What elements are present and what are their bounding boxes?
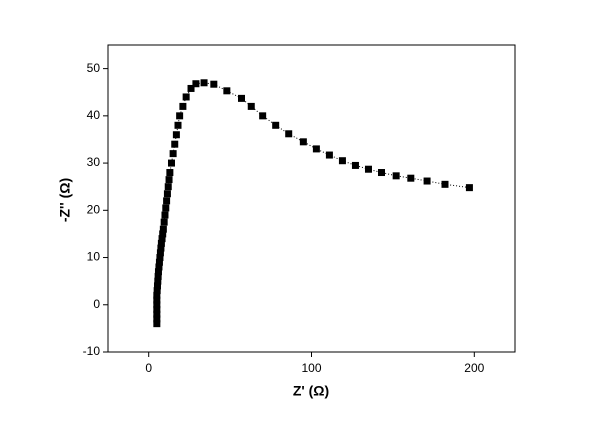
- data-point: [157, 244, 165, 252]
- data-point: [153, 301, 161, 309]
- data-point: [153, 305, 161, 313]
- x-tick-label: 200: [464, 361, 484, 375]
- data-point: [153, 287, 161, 295]
- data-point: [423, 177, 431, 185]
- data-point: [153, 282, 161, 290]
- data-point: [210, 80, 218, 88]
- data-point: [182, 93, 190, 101]
- data-point: [364, 165, 372, 173]
- data-point: [153, 320, 161, 328]
- data-point: [272, 121, 280, 129]
- data-point: [171, 140, 179, 148]
- data-point: [169, 150, 177, 158]
- y-tick-label: 50: [87, 61, 101, 75]
- data-point: [163, 197, 171, 205]
- data-point: [156, 249, 164, 257]
- data-point: [160, 218, 168, 226]
- data-point: [154, 272, 162, 280]
- data-point: [155, 263, 163, 271]
- connector-line: [156, 82, 470, 324]
- data-point: [407, 174, 415, 182]
- data-point: [441, 180, 449, 188]
- data-point: [192, 80, 200, 88]
- data-point: [161, 211, 169, 219]
- data-point: [312, 145, 320, 153]
- y-tick-label: 20: [87, 202, 101, 216]
- data-point: [392, 172, 400, 180]
- y-axis-title: -Z'' (Ω): [57, 178, 73, 222]
- data-point: [247, 102, 255, 110]
- data-point: [166, 169, 174, 177]
- data-point: [259, 112, 267, 120]
- y-tick-label: -10: [83, 344, 101, 358]
- x-tick-label: 0: [145, 361, 152, 375]
- y-tick-label: 30: [87, 155, 101, 169]
- y-tick-label: 10: [87, 250, 101, 264]
- data-point: [156, 254, 164, 262]
- data-point: [165, 176, 173, 184]
- data-point: [158, 235, 166, 243]
- data-point: [153, 315, 161, 323]
- data-point: [237, 94, 245, 102]
- data-point: [167, 159, 175, 167]
- data-point: [325, 151, 333, 159]
- data-point: [187, 84, 195, 92]
- data-point: [154, 277, 162, 285]
- x-axis-title: Z' (Ω): [293, 383, 329, 399]
- data-point: [157, 239, 165, 247]
- data-point: [174, 121, 182, 129]
- data-point: [465, 184, 473, 192]
- data-point: [285, 130, 293, 138]
- data-point: [155, 258, 163, 266]
- data-point: [179, 102, 187, 110]
- data-point: [162, 204, 170, 212]
- data-point: [200, 79, 208, 87]
- data-point: [176, 112, 184, 120]
- data-point: [163, 190, 171, 198]
- data-point: [172, 131, 180, 139]
- x-tick-label: 100: [301, 361, 321, 375]
- y-tick-label: 0: [93, 297, 100, 311]
- data-point: [153, 310, 161, 318]
- data-point: [153, 296, 161, 304]
- data-point: [338, 157, 346, 165]
- data-point: [223, 87, 231, 95]
- data-point: [159, 225, 167, 233]
- data-point: [378, 169, 386, 177]
- data-point: [164, 183, 172, 191]
- y-tick-label: 40: [87, 108, 101, 122]
- data-point: [299, 138, 307, 146]
- data-point: [351, 161, 359, 169]
- data-point: [154, 268, 162, 276]
- data-point: [159, 230, 167, 238]
- data-point: [153, 291, 161, 299]
